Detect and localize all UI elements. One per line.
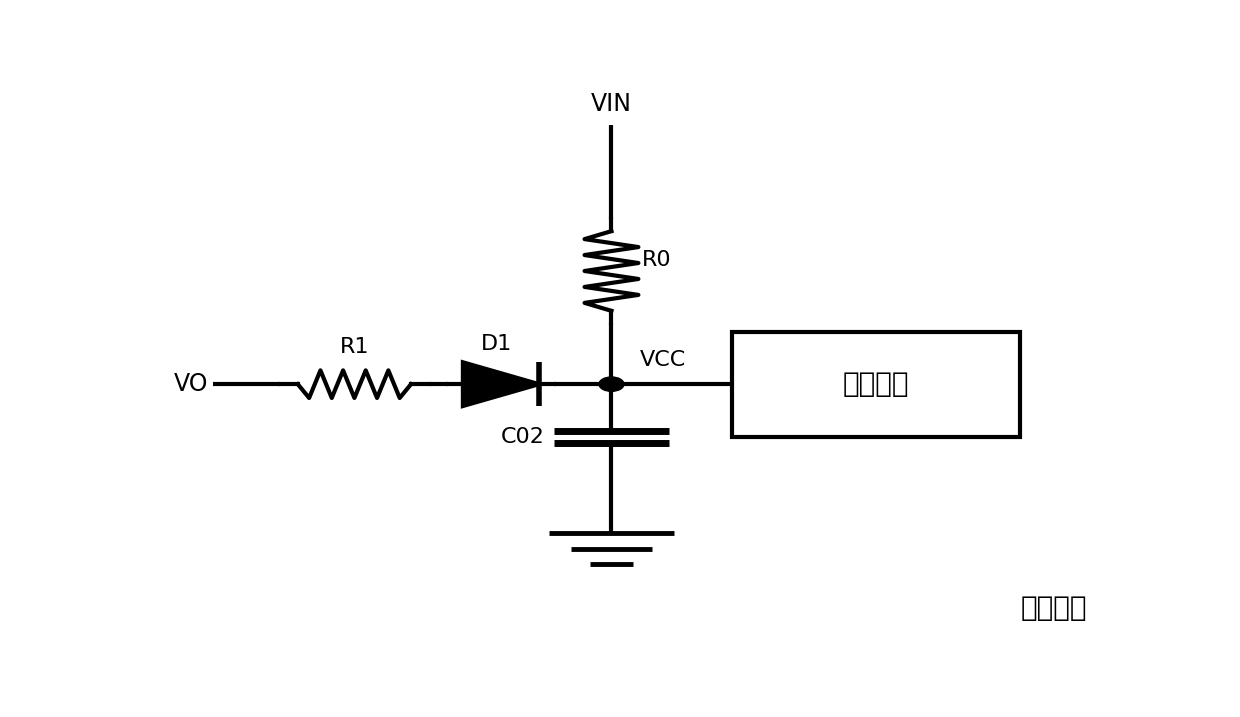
Polygon shape (463, 362, 539, 406)
Text: VCC: VCC (640, 351, 687, 371)
Circle shape (599, 377, 624, 391)
Text: R1: R1 (340, 336, 370, 356)
Bar (732, 332, 1021, 437)
Text: R0: R0 (642, 250, 672, 270)
Text: VO: VO (174, 372, 208, 397)
Text: D1: D1 (481, 334, 512, 353)
Text: C02: C02 (500, 427, 544, 447)
Text: 供电模块: 供电模块 (1021, 594, 1087, 622)
Text: 供电电路: 供电电路 (842, 370, 909, 398)
Text: VIN: VIN (591, 92, 632, 116)
